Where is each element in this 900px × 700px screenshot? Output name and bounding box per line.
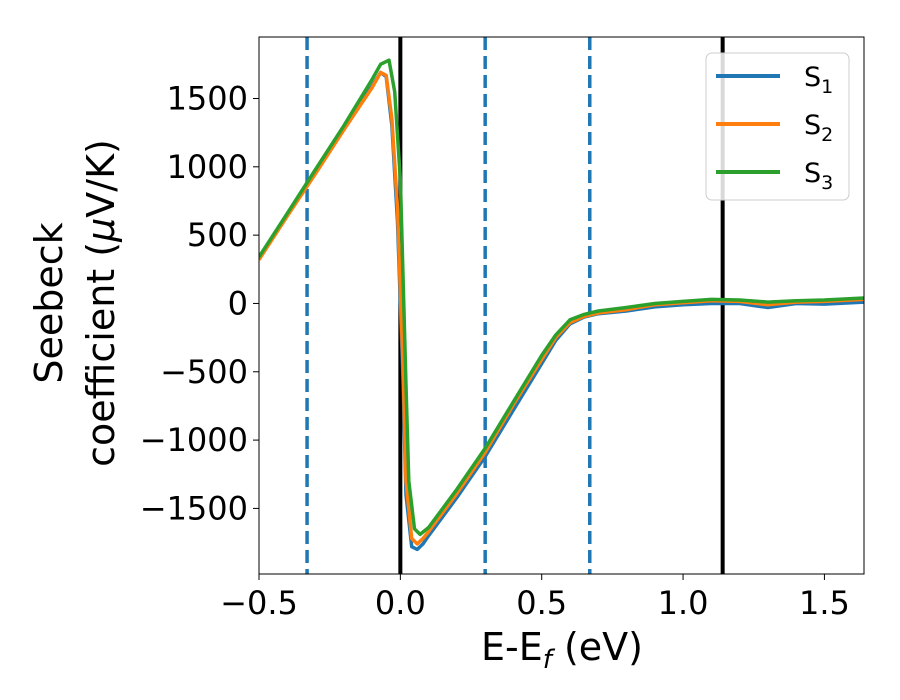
x-axis-label-text: E-E — [481, 625, 543, 669]
x-tick-label: −0.5 — [220, 584, 298, 622]
legend-label-s2: S2 — [804, 110, 833, 146]
y-tick-label: 0 — [228, 284, 248, 322]
plot-frame — [258, 36, 865, 575]
y-axis-label-unit: V/K) — [79, 139, 123, 218]
x-tick-label: 1.0 — [658, 584, 709, 622]
legend-label-s3: S3 — [804, 158, 833, 194]
y-tick-label: 1000 — [167, 148, 248, 186]
legend: S1 S2 S3 — [705, 52, 850, 201]
y-axis-label-line2-text: coefficient ( — [79, 242, 123, 467]
y-tick-label: −1000 — [140, 421, 248, 459]
x-axis-label-unit: (eV) — [552, 625, 643, 669]
series-lines — [259, 58, 864, 552]
x-axis-label: E-Ef (eV) — [481, 625, 643, 675]
y-tick-label: 1500 — [167, 79, 248, 117]
y-tick-label: −500 — [160, 353, 248, 391]
x-tick-label: 0.5 — [516, 584, 567, 622]
y-axis-ticks: −1500 −1000 −500 0 500 1000 1500 — [140, 79, 259, 527]
y-tick-label: −1500 — [140, 489, 248, 527]
legend-box — [705, 52, 850, 201]
x-axis-ticks: −0.5 0.0 0.5 1.0 1.5 — [220, 574, 850, 622]
y-axis-label-line1: Seebeck — [27, 222, 71, 383]
y-tick-label: 500 — [187, 216, 248, 254]
y-axis-label-line2: coefficient (μV/K) — [79, 139, 123, 467]
x-tick-label: 1.5 — [799, 584, 850, 622]
legend-label-s1: S1 — [804, 62, 833, 98]
x-tick-label: 0.0 — [375, 584, 426, 622]
y-axis-label: Seebeck coefficient (μV/K) — [27, 139, 123, 467]
y-axis-label-mu: μ — [79, 218, 123, 243]
series-line-s3 — [259, 58, 864, 537]
